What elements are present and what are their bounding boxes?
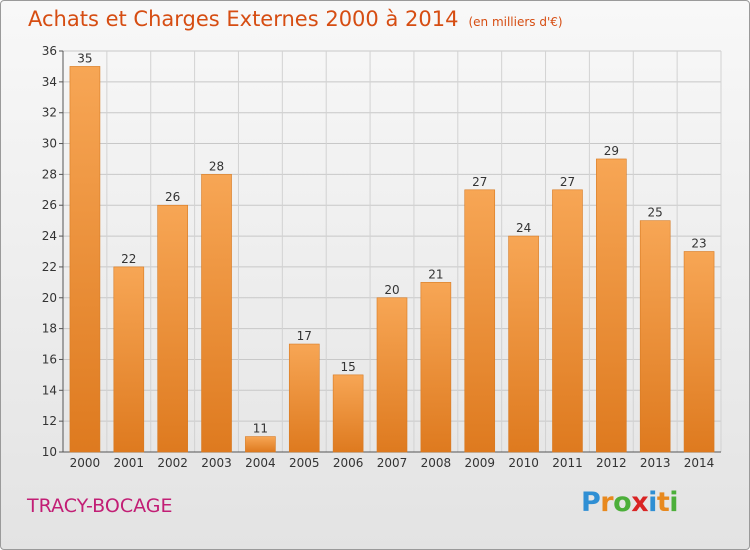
y-tick-label: 14 — [42, 383, 57, 397]
data-label: 11 — [253, 422, 268, 436]
bar — [376, 297, 408, 453]
x-tick-label: 2005 — [289, 456, 320, 470]
bar — [596, 158, 627, 453]
data-label: 21 — [428, 267, 443, 281]
logo-letter: x — [631, 487, 649, 518]
x-tick-label: 2004 — [245, 456, 276, 470]
x-tick-label: 2006 — [333, 456, 364, 470]
bars — [69, 66, 715, 453]
y-tick-label: 34 — [42, 75, 57, 89]
bar — [420, 282, 452, 453]
x-tick-label: 2011 — [552, 456, 583, 470]
y-tick-label: 30 — [42, 137, 57, 151]
bar — [69, 66, 101, 453]
logo-letter: i — [669, 487, 679, 518]
logo-letter: r — [600, 487, 614, 518]
bar — [157, 204, 188, 453]
logo-letter: o — [613, 487, 632, 518]
x-tick-label: 2007 — [377, 456, 408, 470]
y-tick-label: 18 — [42, 322, 57, 336]
data-label: 23 — [691, 237, 706, 251]
bar — [683, 251, 715, 453]
x-tick-label: 2001 — [114, 456, 145, 470]
data-label: 20 — [384, 283, 399, 297]
x-tick-label: 2000 — [70, 456, 101, 470]
y-tick-label: 20 — [42, 291, 57, 305]
bar — [288, 343, 320, 453]
data-label: 25 — [648, 206, 663, 220]
location-name: TRACY-BOCAGE — [27, 495, 173, 517]
data-label: 29 — [604, 144, 619, 158]
data-label: 15 — [340, 360, 355, 374]
data-label: 35 — [77, 51, 92, 65]
bar — [332, 374, 364, 453]
y-tick-label: 28 — [42, 167, 57, 181]
y-tick-label: 10 — [42, 445, 57, 459]
x-tick-label: 2012 — [596, 456, 627, 470]
proxiti-logo[interactable]: Proxiti — [581, 487, 679, 518]
y-tick-label: 22 — [42, 260, 57, 274]
bar — [508, 235, 539, 453]
x-tick-label: 2010 — [508, 456, 539, 470]
chart-title: Achats et Charges Externes 2000 à 2014 (e… — [28, 7, 563, 31]
logo-letter: P — [581, 487, 601, 518]
data-label: 27 — [472, 175, 487, 189]
data-label: 28 — [209, 159, 224, 173]
x-tick-label: 2003 — [201, 456, 232, 470]
bar — [464, 189, 496, 453]
y-tick-label: 16 — [42, 352, 57, 366]
x-tick-label: 2014 — [684, 456, 715, 470]
y-tick-label: 26 — [42, 198, 57, 212]
bar — [201, 174, 232, 453]
bar — [552, 189, 583, 453]
bar — [245, 436, 276, 453]
labels: 10 12 14 16 18 20 22 24 26 28 30 32 34 36 35 2000 22 2001… — [42, 44, 715, 470]
logo-letter: t — [656, 487, 670, 518]
x-tick-label: 2009 — [464, 456, 495, 470]
data-label: 24 — [516, 221, 531, 235]
y-tick-label: 36 — [42, 44, 57, 58]
x-tick-label: 2008 — [421, 456, 452, 470]
logo-letter: i — [648, 487, 657, 518]
data-label: 26 — [165, 190, 180, 204]
data-label: 22 — [121, 252, 136, 266]
data-label: 17 — [297, 329, 312, 343]
x-tick-label: 2002 — [157, 456, 188, 470]
bar — [639, 220, 671, 453]
chart-title-unit: (en milliers d'€) — [468, 15, 563, 29]
x-tick-label: 2013 — [640, 456, 671, 470]
chart-title-main: Achats et Charges Externes 2000 à 2014 — [28, 7, 459, 31]
y-tick-label: 24 — [42, 229, 57, 243]
bar — [113, 266, 145, 453]
y-tick-label: 12 — [42, 414, 57, 428]
y-tick-label: 32 — [42, 106, 57, 120]
data-label: 27 — [560, 175, 575, 189]
